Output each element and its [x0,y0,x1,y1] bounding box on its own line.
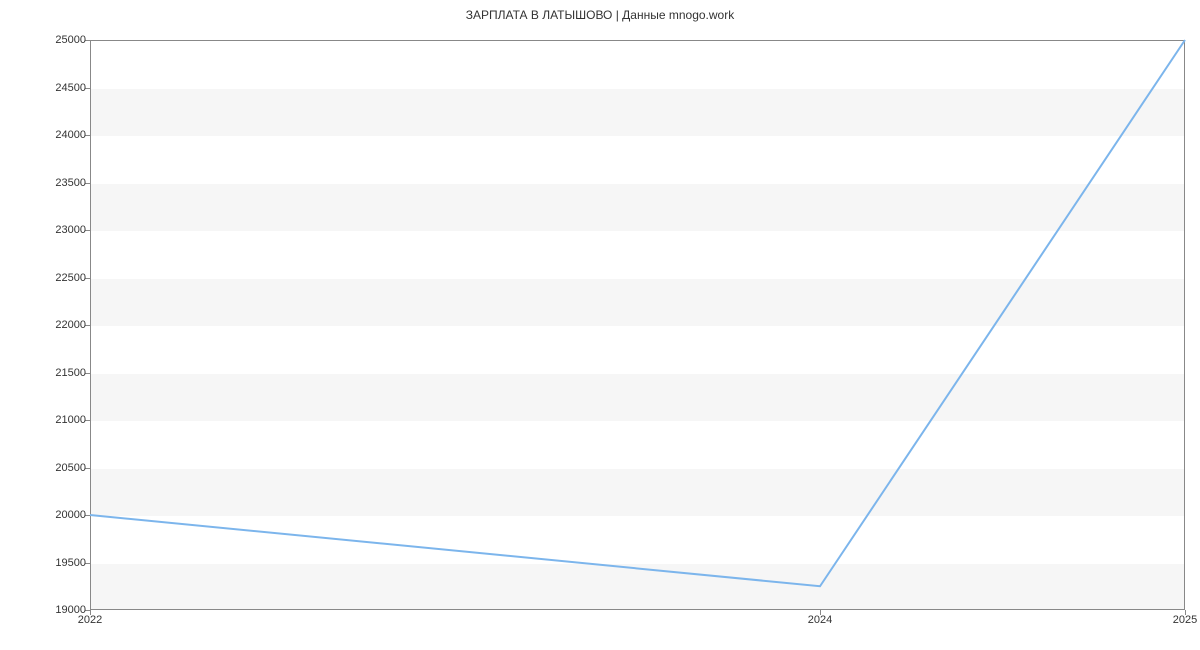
y-tick-label: 19500 [6,557,86,569]
y-tick-label: 20500 [6,462,86,474]
x-tick-label: 2024 [808,614,832,626]
y-tick-label: 23000 [6,224,86,236]
y-tick-label: 22000 [6,319,86,331]
x-tick-label: 2025 [1173,614,1197,626]
chart-plot-area [90,40,1185,610]
y-tick-label: 24000 [6,129,86,141]
y-tick-label: 21000 [6,414,86,426]
y-tick-label: 20000 [6,509,86,521]
y-tick-label: 21500 [6,367,86,379]
y-tick-label: 24500 [6,82,86,94]
y-tick-label: 19000 [6,604,86,616]
y-tick-label: 23500 [6,177,86,189]
y-tick-label: 22500 [6,272,86,284]
data-line [90,40,1185,610]
y-tick-label: 25000 [6,34,86,46]
x-tick-label: 2022 [78,614,102,626]
chart-title: ЗАРПЛАТА В ЛАТЫШОВО | Данные mnogo.work [0,0,1200,22]
